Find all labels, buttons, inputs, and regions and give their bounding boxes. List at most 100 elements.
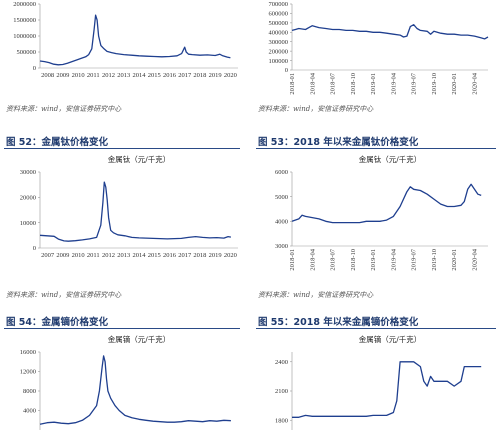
x-tick-label: 2010 (72, 72, 85, 79)
x-tick-label: 2019-10 (431, 73, 438, 95)
series-line (292, 361, 482, 418)
y-tick-label: 0 (33, 65, 36, 72)
x-tick-label: 2020 (224, 72, 237, 79)
y-tick-label: 10000 (20, 220, 36, 227)
x-tick-label: 2018-07 (330, 248, 337, 270)
y-tick-label: 16000 (20, 349, 36, 356)
y-tick-label: 400000 (269, 29, 289, 36)
y-tick-label: 600000 (269, 11, 289, 18)
x-tick-label: 2009 (56, 72, 69, 79)
x-tick-label: 2011 (87, 72, 100, 79)
x-tick-label: 2019-01 (370, 73, 377, 95)
chart-title: 金属镝（元/千克） (108, 334, 171, 344)
x-tick-label: 2019-04 (390, 248, 397, 270)
y-tick-label: 2000000 (13, 1, 36, 8)
y-tick-label: 8000 (23, 388, 36, 395)
x-tick-label: 2019-10 (431, 249, 438, 271)
x-tick-label: 2020-04 (471, 72, 478, 94)
x-tick-label: 2013 (117, 72, 130, 79)
y-tick-label: 12000 (20, 369, 36, 376)
y-tick-label: 4000 (23, 408, 36, 415)
chart-svg-c2: 0 100000 200000 300000 400000 500000 600000 700… (269, 1, 489, 95)
x-tick-label: 2018 (193, 72, 206, 79)
source-note-2: 资料来源：wind，安信证券研究中心 (258, 105, 374, 113)
x-tick-label: 2020-01 (451, 73, 458, 95)
y-tick-label: 30000 (20, 169, 36, 176)
x-tick-label: 2018 (193, 252, 206, 259)
x-tick-label: 2019-07 (411, 248, 418, 270)
x-tick-label: 2010 (72, 252, 85, 259)
x-tick-label: 2016 (163, 252, 177, 259)
x-tick-label: 2015 (148, 252, 161, 259)
chart-title: 金属钛（元/千克） (108, 154, 171, 164)
y-tick-label: 3000 (275, 243, 288, 250)
chart-ti-price-full-history: 0 500000 1000000 1500000 2000000 2008 2009 2010… (0, 0, 244, 82)
x-tick-label: 2020 (224, 252, 237, 259)
x-tick-label: 2014 (133, 72, 147, 79)
x-tick-label: 2013 (117, 252, 130, 259)
chart-svg-c5: 金属镝（元/千克） 4000 8000 12000 16000 (20, 334, 231, 430)
series-line (291, 183, 482, 224)
y-tick-label: 500000 (17, 49, 37, 56)
x-tick-label: 2018-01 (289, 249, 296, 271)
figure-55-rule (256, 328, 496, 329)
x-tick-label: 2018-04 (309, 248, 316, 270)
y-tick-label: 1000000 (13, 33, 36, 40)
x-tick-label: 2018-04 (309, 72, 316, 94)
series-line (291, 24, 489, 40)
chart-svg-c4: 金属钛（元/千克） 3000 4000 5000 6000 2018-01 2018-04 2… (275, 154, 488, 271)
y-tick-label: 2400 (275, 359, 288, 366)
y-tick-label: 500000 (269, 20, 289, 27)
x-tick-label: 2015 (148, 72, 161, 79)
x-tick-label: 2011 (87, 252, 100, 259)
x-tick-label: 2020-01 (451, 249, 458, 271)
y-tick-label: 5000 (275, 194, 288, 201)
chart-svg-c6: 金属镝（元/千克） 1800 2100 2400 (275, 334, 482, 430)
chart-dy-price-history: 金属镝（元/千克） 4000 8000 12000 16000 (0, 330, 244, 430)
series-line (39, 181, 232, 242)
x-tick-label: 2014 (133, 252, 147, 259)
y-tick-label: 4000 (275, 219, 288, 226)
x-tick-label: 2019 (209, 252, 222, 259)
y-tick-label: 6000 (275, 169, 288, 176)
x-tick-label: 2018-01 (289, 73, 296, 95)
chart-dy-price-since-2018: 金属镝（元/千克） 1800 2100 2400 (252, 330, 496, 430)
y-tick-label: 1500000 (13, 17, 36, 24)
y-tick-label: 1800 (275, 417, 288, 424)
x-tick-label: 2019-01 (370, 249, 377, 271)
y-tick-label: 100000 (269, 58, 289, 65)
x-tick-label: 2018-10 (350, 249, 357, 271)
series-line (39, 355, 231, 425)
x-tick-label: 2007 (41, 252, 55, 259)
chart-ti-price-since-2018-top: 0 100000 200000 300000 400000 500000 600000 700… (252, 0, 496, 96)
y-tick-label: 0 (33, 245, 36, 252)
figure-54-rule (4, 328, 240, 329)
x-tick-label: 2019-04 (390, 72, 397, 94)
x-tick-label: 2017 (178, 72, 192, 79)
x-tick-label: 2020-04 (471, 248, 478, 270)
figure-53-rule (256, 148, 496, 149)
source-note-1: 资料来源：wind，安信证券研究中心 (6, 105, 122, 113)
x-tick-label: 2009 (56, 252, 69, 259)
figure-52-title: 图 52：金属钛价格变化 (6, 137, 109, 148)
x-tick-label: 2016 (163, 72, 177, 79)
y-tick-label: 2100 (275, 388, 288, 395)
y-tick-label: 200000 (269, 48, 289, 55)
source-note-4: 资料来源：wind，安信证券研究中心 (258, 291, 374, 299)
x-tick-label: 2008 (41, 72, 54, 79)
x-tick-label: 2017 (178, 252, 192, 259)
chart-ti-price-since-2018: 金属钛（元/千克） 3000 4000 5000 6000 2018-01 2018-04 2… (252, 150, 496, 272)
x-tick-label: 2012 (102, 72, 115, 79)
figure-54-title: 图 54：金属镝价格变化 (6, 317, 109, 328)
x-tick-label: 2018-07 (330, 72, 337, 94)
series-line (39, 14, 231, 66)
y-tick-label: 300000 (269, 39, 289, 46)
figure-52-rule (4, 148, 240, 149)
figure-53-title: 图 53：2018 年以来金属钛价格变化 (258, 137, 419, 148)
x-tick-label: 2019-07 (411, 72, 418, 94)
x-tick-label: 2012 (102, 252, 115, 259)
chart-svg-c1: 0 500000 1000000 1500000 2000000 2008 2009 2010… (13, 1, 238, 79)
chart-ti-price-history: 金属钛（元/千克） 0 10000 20000 30000 2007 2009 2010 201… (0, 150, 244, 262)
chart-title: 金属镝（元/千克） (359, 334, 422, 344)
